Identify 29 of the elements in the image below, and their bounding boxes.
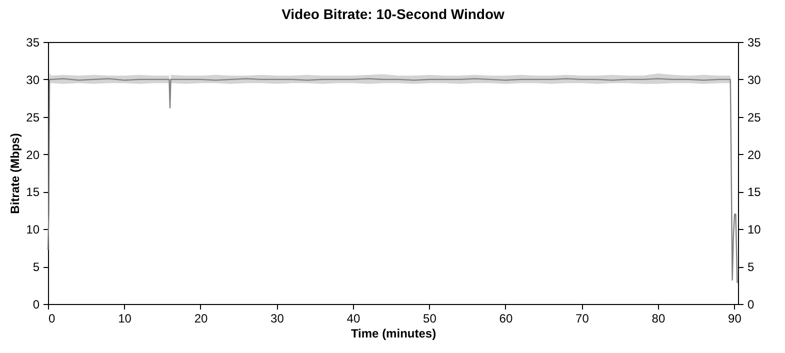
y-tick-label: 15 — [26, 185, 40, 200]
y-tick-label: 35 — [26, 36, 40, 50]
y-tick-label: 0 — [32, 298, 40, 312]
y-axis-title: Bitrate (Mbps) — [8, 133, 22, 214]
y-tick-label: 5 — [32, 260, 40, 274]
chart-title: Video Bitrate: 10-Second Window — [282, 6, 505, 22]
y-tick-label: 10 — [26, 222, 40, 237]
x-tick-label: 20 — [194, 312, 208, 326]
y2-tick-label: 35 — [748, 36, 762, 50]
y-tick-label: 20 — [26, 148, 40, 162]
x-tick-label: 60 — [499, 312, 513, 326]
y-tick-label: 25 — [26, 110, 40, 124]
y2-tick-label: 10 — [748, 222, 762, 237]
y2-tick-label: 20 — [748, 148, 762, 162]
y-tick-label: 30 — [26, 72, 40, 87]
x-tick-label: 90 — [728, 312, 742, 326]
x-tick-label: 0 — [48, 312, 56, 326]
y2-tick-label: 0 — [748, 298, 754, 312]
x-tick-label: 30 — [270, 312, 284, 326]
x-axis-title: Time (minutes) — [350, 326, 436, 340]
y2-tick-label: 25 — [748, 110, 762, 124]
x-tick-label: 50 — [423, 312, 437, 326]
x-tick-label: 70 — [576, 312, 590, 326]
x-tick-label: 80 — [652, 312, 666, 326]
y2-tick-label: 15 — [748, 185, 762, 200]
x-tick-label: 40 — [346, 312, 360, 326]
y2-tick-label: 5 — [748, 260, 754, 274]
x-tick-label: 10 — [118, 312, 132, 326]
y2-tick-label: 30 — [748, 72, 762, 87]
